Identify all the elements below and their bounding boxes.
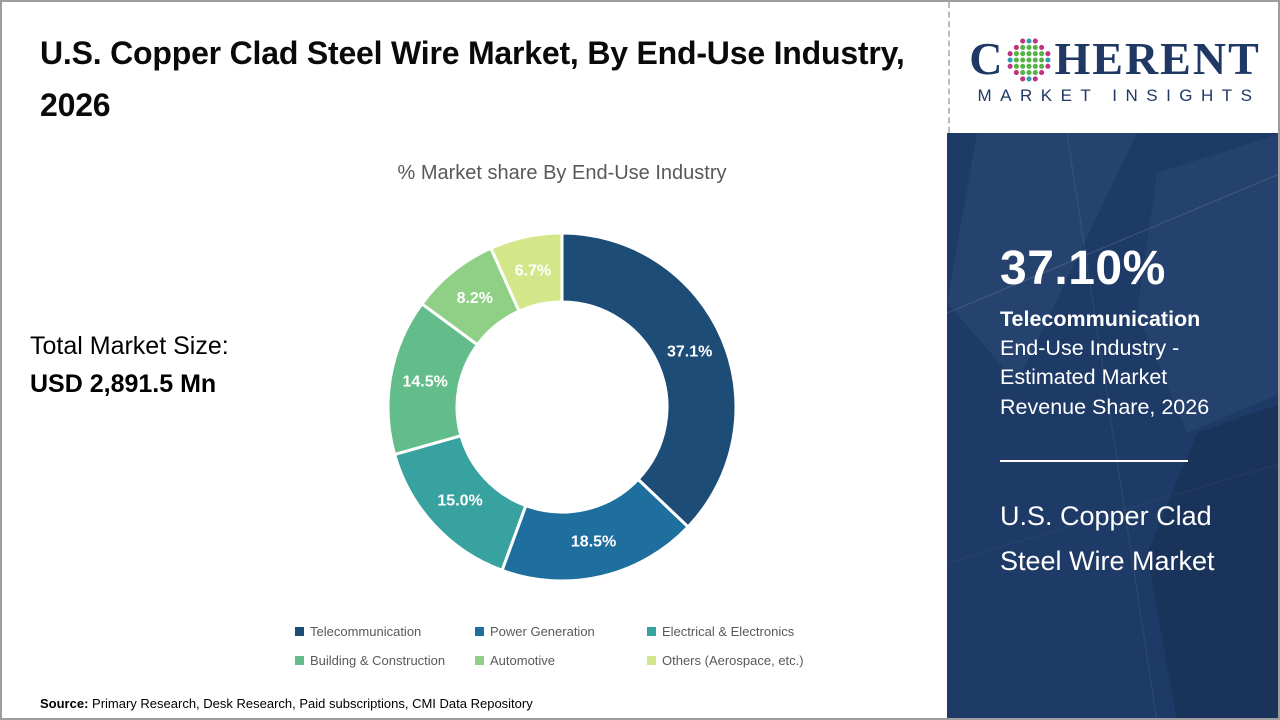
donut-slice — [489, 231, 564, 313]
chart-title: % Market share By End-Use Industry — [397, 162, 727, 184]
highlight-segment-name: Telecommunication — [1000, 307, 1201, 331]
legend-item: Power Generation — [475, 624, 647, 639]
legend-label: Others (Aerospace, etc.) — [662, 653, 804, 668]
legend-marker — [647, 627, 656, 636]
donut-chart-svg: 37.1% 18.5% 15.0% 14.5% 8.2% 6.7% — [386, 231, 738, 583]
highlight-value: 37.10% — [1000, 242, 1166, 295]
brand-letter-c: C — [969, 32, 1005, 84]
donut-chart: 37.1% 18.5% 15.0% 14.5% 8.2% 6.7% — [362, 207, 762, 607]
legend-item: Telecommunication — [295, 624, 475, 639]
slice-label: 14.5% — [403, 373, 448, 390]
chart-legend: Telecommunication Power Generation Electri… — [295, 624, 847, 668]
source-note: Source: Primary Research, Desk Research,… — [40, 696, 533, 711]
highlight-panel: 37.10% Telecommunication End-Use Industr… — [947, 133, 1278, 718]
source-label: Source: — [40, 696, 89, 711]
market-name: U.S. Copper Clad Steel Wire Market — [1000, 501, 1215, 577]
legend-label: Automotive — [490, 653, 556, 668]
legend-label: Telecommunication — [310, 624, 422, 639]
slice-label: 15.0% — [437, 493, 482, 510]
brand-logo: C HERENT MARKET INSIGHTS — [948, 2, 1278, 133]
brand-letters-rest: HERENT — [1054, 32, 1261, 84]
donut-slice — [560, 231, 738, 529]
map-texture — [947, 133, 1278, 718]
dotted-globe-icon — [1008, 38, 1051, 81]
slice-label: 8.2% — [457, 290, 493, 307]
brand-wordmark: C HERENT — [969, 32, 1261, 84]
total-market-size: Total Market Size: USD 2,891.5 Mn — [30, 332, 229, 399]
legend-marker — [647, 656, 656, 665]
legend-marker — [295, 656, 304, 665]
total-market-size-value: USD 2,891.5 Mn — [30, 370, 217, 398]
slice-label: 37.1% — [667, 343, 712, 360]
total-market-size-label: Total Market Size: — [30, 332, 229, 360]
divider-line — [1000, 460, 1188, 462]
slice-label: 6.7% — [515, 262, 551, 279]
legend-marker — [475, 627, 484, 636]
highlight-description: Telecommunication End-Use Industry - Est… — [1000, 305, 1250, 422]
legend-marker — [475, 656, 484, 665]
legend-item: Electrical & Electronics — [647, 624, 847, 639]
highlight-description-rest: End-Use Industry - Estimated Market Reve… — [1000, 336, 1210, 419]
legend-item: Building & Construction — [295, 653, 475, 668]
brand-subtitle: MARKET INSIGHTS — [977, 85, 1261, 105]
legend-item: Others (Aerospace, etc.) — [647, 653, 847, 668]
source-text: Primary Research, Desk Research, Paid su… — [88, 696, 533, 711]
legend-label: Electrical & Electronics — [662, 624, 795, 639]
legend-label: Power Generation — [490, 624, 595, 639]
legend-marker — [295, 627, 304, 636]
page-title: U.S. Copper Clad Steel Wire Market, By E… — [40, 35, 905, 123]
legend-label: Building & Construction — [310, 653, 446, 668]
slice-label: 18.5% — [571, 534, 616, 551]
legend-item: Automotive — [475, 653, 647, 668]
